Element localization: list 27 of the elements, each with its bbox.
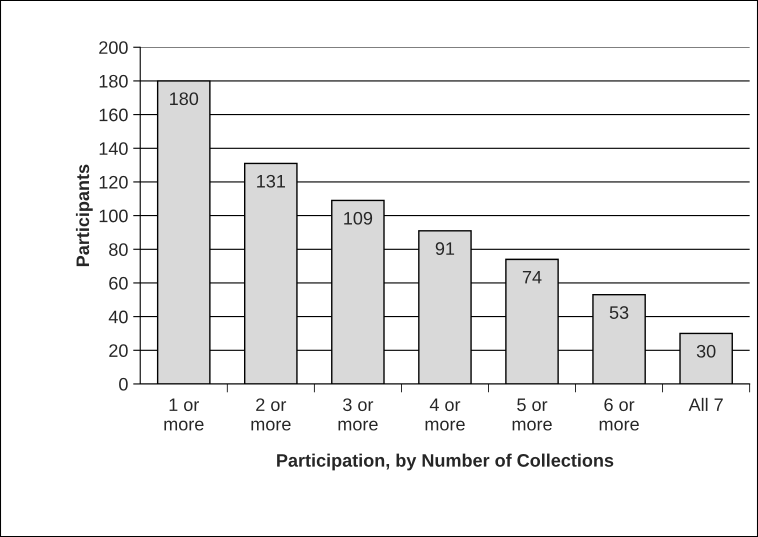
data-label: 180 [170,92,198,106]
data-label: 131 [257,174,286,188]
x-axis-title: Participation, by Number of Collections [277,454,614,470]
data-label: 53 [610,306,628,319]
y-tick-label: 120 [100,176,128,189]
x-tick-label: 3 or more [338,398,378,431]
y-tick-label: 20 [109,344,128,358]
y-tick-label: 140 [100,142,128,155]
x-tick-label: 5 or more [512,398,552,431]
data-label: 109 [344,212,372,225]
data-label: 30 [696,344,716,358]
data-label: 91 [436,242,454,255]
x-tick-label: 6 or more [600,398,639,431]
x-tick-label: All 7 [688,398,723,411]
y-tick-label: 180 [100,74,128,88]
y-tick-label: 80 [109,243,128,256]
y-tick-label: 160 [100,108,128,122]
x-tick-label: 1 or more [164,398,204,431]
y-tick-label: 200 [99,41,128,54]
y-tick-label: 60 [109,276,128,290]
x-tick-label: 2 or more [251,398,291,431]
y-tick-label: 100 [100,210,128,222]
x-tick-label: 4 or more [426,398,465,431]
y-tick-label: 0 [119,378,128,391]
y-tick-label: 40 [108,310,128,324]
y-axis-title: Participants [76,164,93,266]
data-label: 74 [522,270,542,284]
